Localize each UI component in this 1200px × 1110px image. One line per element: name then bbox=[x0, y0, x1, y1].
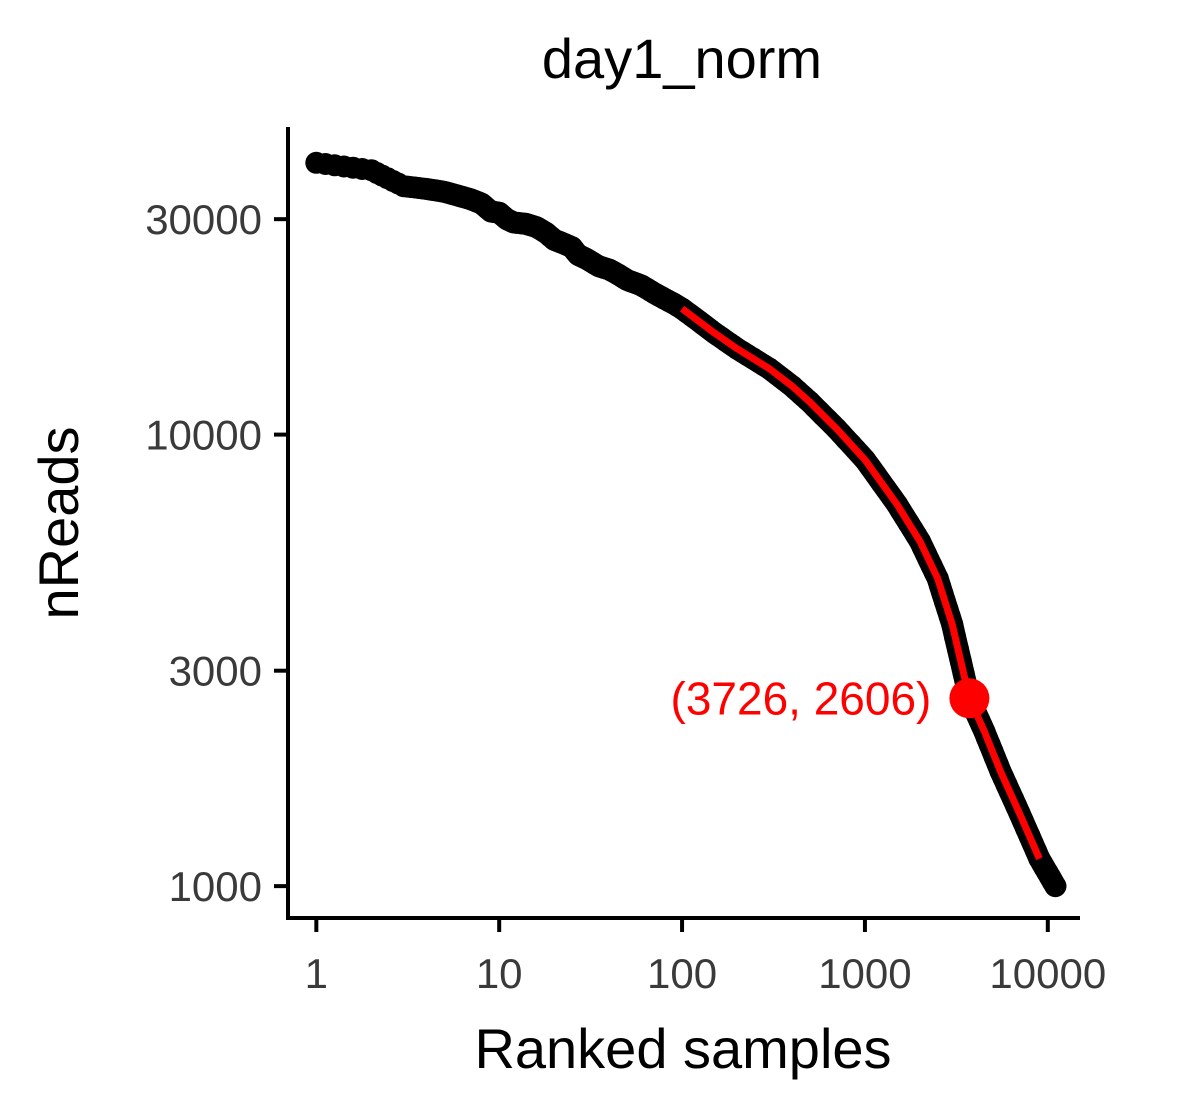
x-axis-label: Ranked samples bbox=[474, 1017, 891, 1080]
y-axis-label: nReads bbox=[27, 426, 90, 619]
y-tick-label: 30000 bbox=[145, 196, 262, 243]
y-tick-label: 3000 bbox=[169, 648, 262, 695]
x-axis-ticks: 1 10 100 1000 10000 bbox=[305, 918, 1106, 997]
chart-title: day1_norm bbox=[542, 27, 822, 90]
knee-point bbox=[949, 678, 990, 719]
x-tick-label: 100 bbox=[647, 950, 717, 997]
x-tick-label: 1 bbox=[305, 950, 328, 997]
fit-line bbox=[679, 305, 1043, 861]
y-tick-label: 1000 bbox=[169, 863, 262, 910]
y-tick-label: 10000 bbox=[145, 412, 262, 459]
x-tick-label: 10 bbox=[476, 950, 523, 997]
y-axis-ticks: 1000 3000 10000 30000 bbox=[145, 196, 288, 910]
knee-label: (3726, 2606) bbox=[671, 672, 932, 724]
x-tick-label: 1000 bbox=[818, 950, 911, 997]
data-point bbox=[1044, 875, 1067, 898]
x-tick-label: 10000 bbox=[989, 950, 1106, 997]
dense-points-band bbox=[671, 297, 1067, 898]
plot-marks: (3726, 2606) bbox=[305, 151, 1067, 898]
